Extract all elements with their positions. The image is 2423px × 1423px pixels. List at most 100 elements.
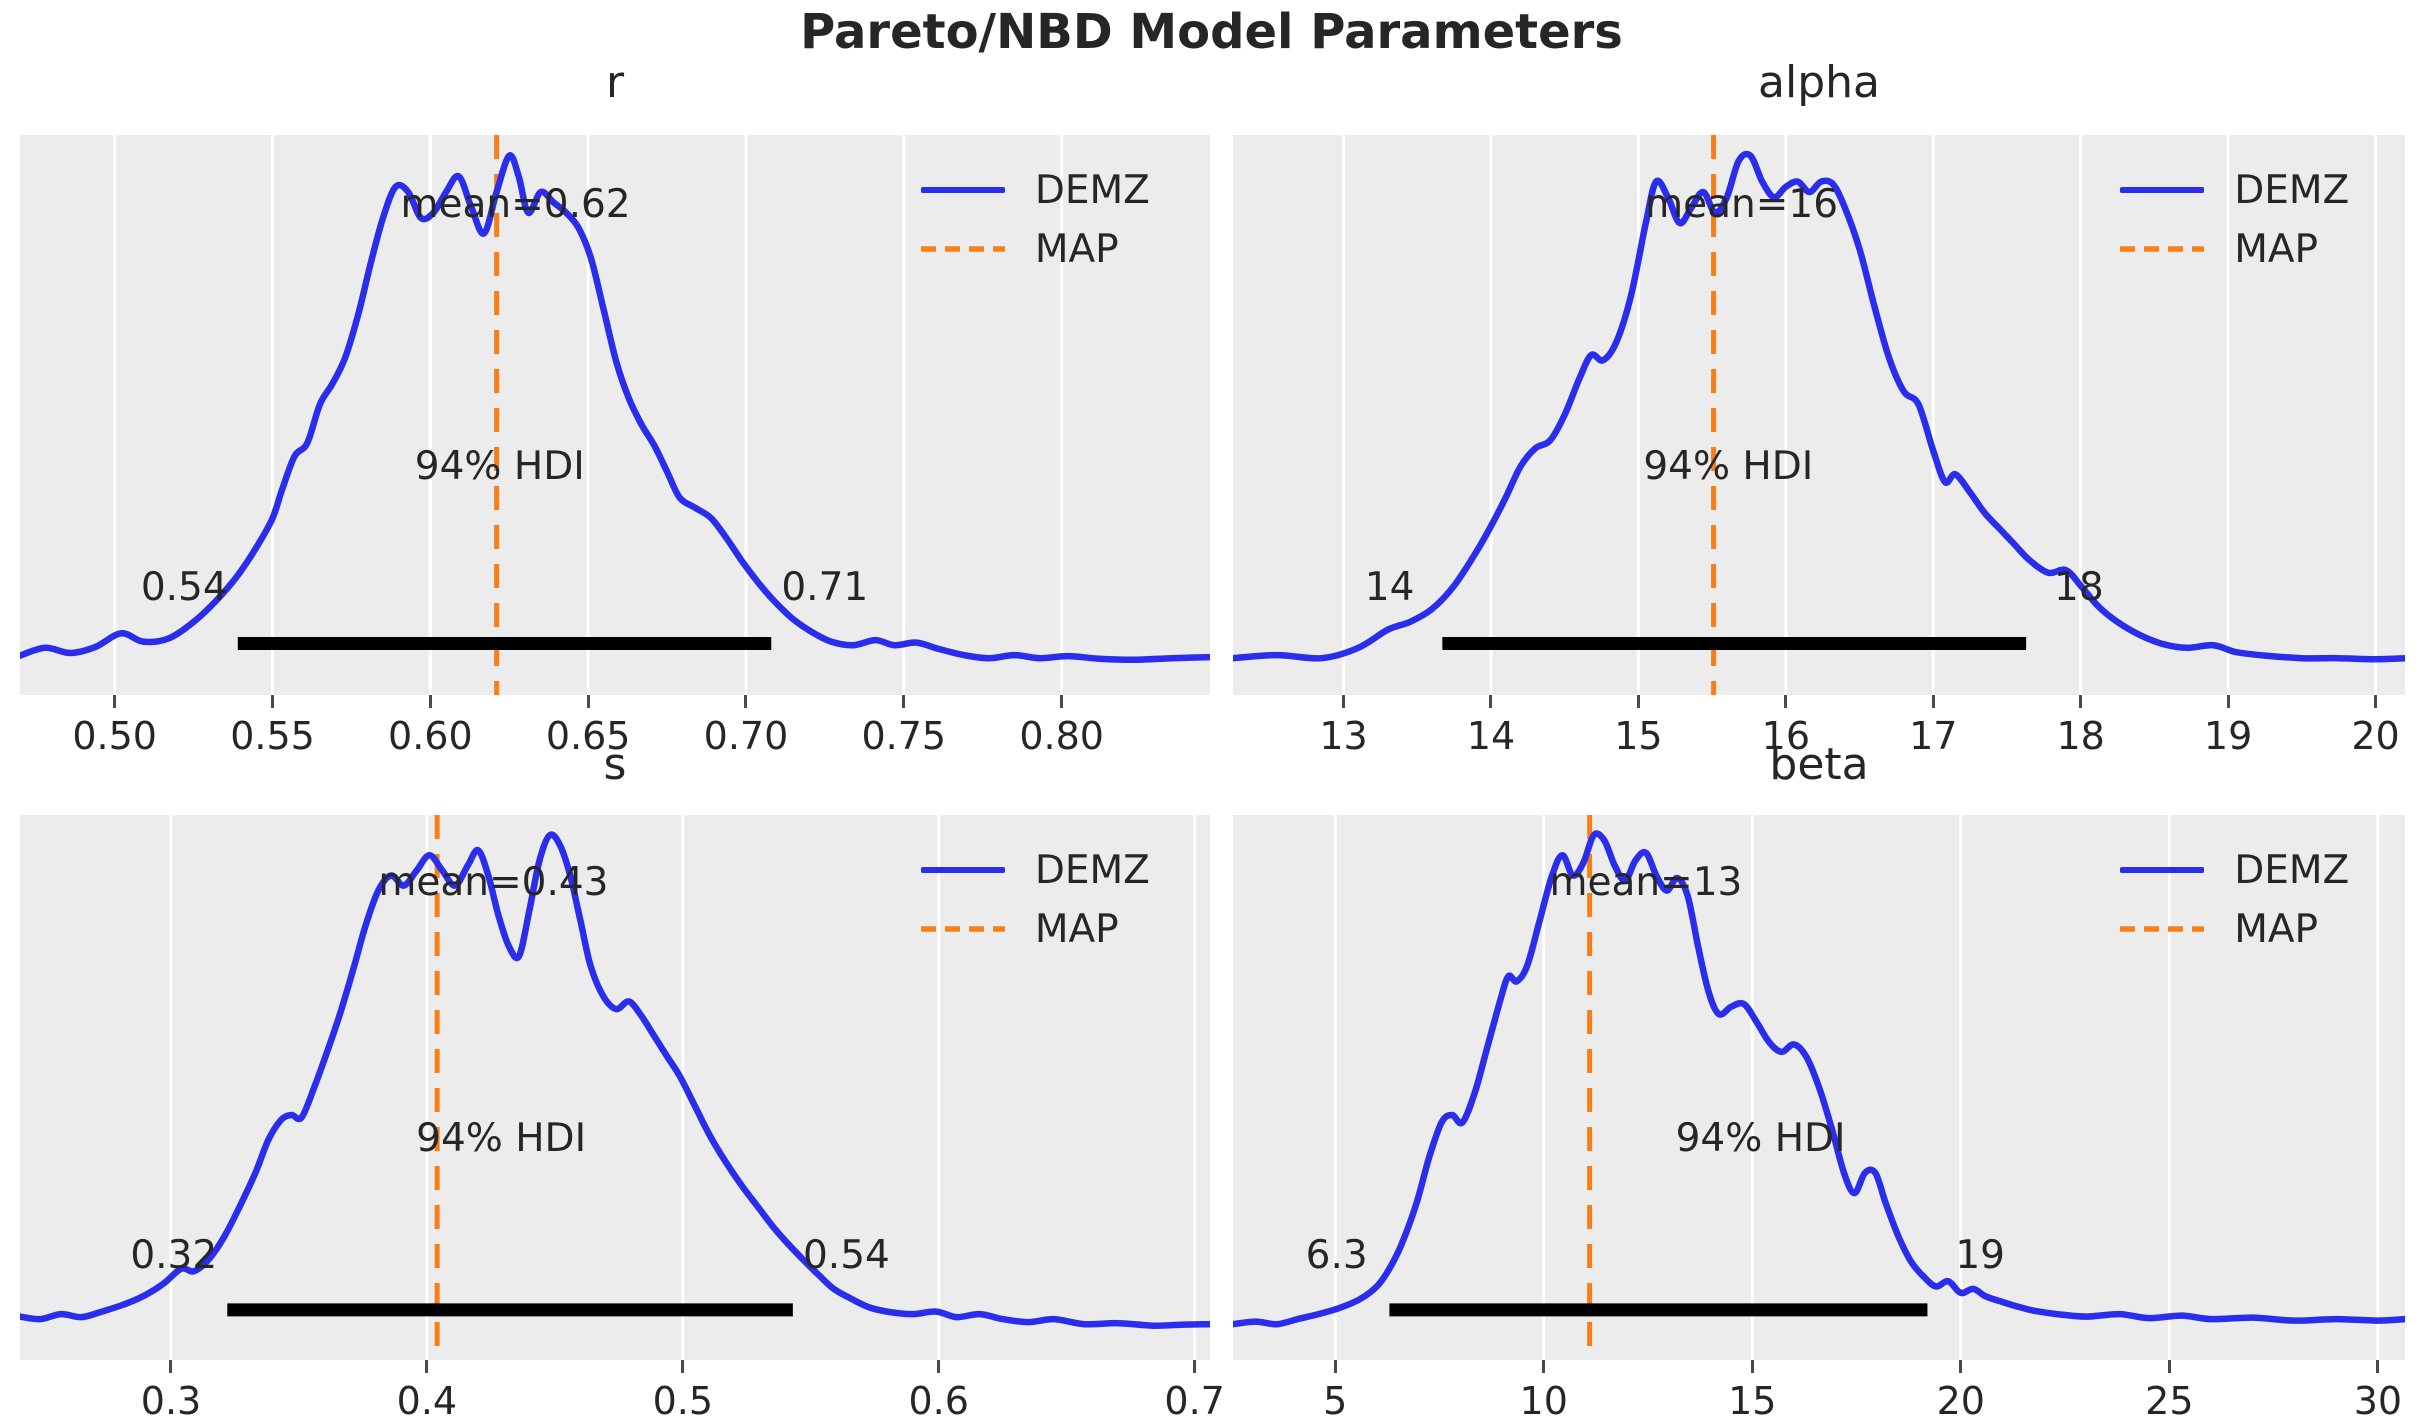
x-tick-label: 0.50 xyxy=(72,714,157,758)
x-tick-mark xyxy=(428,695,432,708)
x-tick-mark xyxy=(2374,695,2378,708)
mean-label: mean=0.43 xyxy=(378,860,609,906)
legend-label-map: MAP xyxy=(1034,226,1119,272)
subplot-title: alpha xyxy=(1758,57,1880,108)
hdi-upper-label: 19 xyxy=(1955,1233,2005,1279)
hdi-lower-label: 0.32 xyxy=(130,1233,218,1279)
legend-label-demz: DEMZ xyxy=(1034,847,1150,893)
density-plot-svg xyxy=(20,815,1210,1360)
x-tick-mark xyxy=(1193,1360,1197,1373)
x-tick-label: 20 xyxy=(2351,714,2400,758)
legend-entry-demz: DEMZ xyxy=(2120,166,2349,214)
density-plot-svg xyxy=(1233,815,2405,1360)
x-tick-mark xyxy=(1060,695,1064,708)
x-tick-mark xyxy=(1333,1360,1337,1373)
kde-curve xyxy=(20,831,1210,1329)
x-tick-label: 30 xyxy=(2353,1379,2403,1423)
kde-curve xyxy=(20,152,1210,663)
legend-label-demz: DEMZ xyxy=(1034,167,1150,213)
x-tick-mark xyxy=(1636,695,1640,708)
legend-entry-map: MAP xyxy=(2120,905,2318,953)
x-tick-label: 0.70 xyxy=(703,714,789,758)
x-tick-label: 0.7 xyxy=(1164,1379,1225,1423)
x-tick-mark xyxy=(1342,695,1346,708)
subplot-r: r mean=0.62 94% HDI 0.54 0.71 DEMZ MAP 0… xyxy=(20,58,1210,758)
map-dashed-line-swatch-icon xyxy=(2120,926,2205,932)
x-tick-mark xyxy=(681,1360,685,1373)
x-tick-label: 15 xyxy=(1614,714,1663,758)
hdi-upper-label: 0.54 xyxy=(802,1233,890,1279)
x-tick-label: 0.75 xyxy=(861,714,947,758)
x-tick-mark xyxy=(937,1360,941,1373)
x-tick-mark xyxy=(2079,695,2083,708)
x-tick-label: 0.55 xyxy=(230,714,315,758)
hdi-text-label: 94% HDI xyxy=(1643,444,1814,490)
demz-line-swatch-icon xyxy=(920,867,1005,873)
hdi-text-label: 94% HDI xyxy=(414,444,585,490)
legend-label-demz: DEMZ xyxy=(2234,167,2350,213)
legend-entry-demz: DEMZ xyxy=(920,166,1150,214)
x-tick-label: 14 xyxy=(1466,714,1516,758)
x-tick-label: 25 xyxy=(2145,1379,2194,1423)
subplot-title: r xyxy=(605,57,625,108)
hdi-text-label: 94% HDI xyxy=(1675,1115,1846,1161)
hdi-lower-label: 0.54 xyxy=(140,565,228,611)
mean-label: mean=0.62 xyxy=(400,182,631,227)
kde-curve xyxy=(1233,830,2405,1328)
x-tick-mark xyxy=(1750,1360,1754,1373)
x-tick-mark xyxy=(586,695,590,708)
legend-entry-map: MAP xyxy=(920,905,1119,953)
x-tick-label: 13 xyxy=(1319,714,1368,758)
subplot-alpha: alpha mean=16 94% HDI 14 18 DEMZ MAP 13 1… xyxy=(1233,58,2405,758)
x-tick-label: 0.3 xyxy=(140,1379,202,1423)
kde-curve xyxy=(1233,150,2405,663)
legend-label-map: MAP xyxy=(2234,226,2319,272)
map-dashed-line-swatch-icon xyxy=(920,246,1005,252)
x-tick-mark xyxy=(902,695,906,708)
x-tick-mark xyxy=(1489,695,1493,708)
figure-title: Pareto/NBD Model Parameters xyxy=(800,4,1623,60)
mean-label: mean=16 xyxy=(1645,182,1839,227)
x-tick-mark xyxy=(169,1360,173,1373)
demz-line-swatch-icon xyxy=(2120,867,2205,873)
subplot-title: beta xyxy=(1769,739,1869,790)
map-dashed-line-swatch-icon xyxy=(2120,246,2205,252)
legend-label-map: MAP xyxy=(1034,906,1119,952)
x-tick-mark xyxy=(1784,695,1788,708)
demz-line-swatch-icon xyxy=(920,187,1005,193)
hdi-text-label: 94% HDI xyxy=(416,1115,587,1161)
subplot-beta: beta mean=13 94% HDI 6.3 19 DEMZ MAP 5 10… xyxy=(1233,740,2405,1423)
hdi-upper-label: 18 xyxy=(2054,565,2104,611)
subplot-title: s xyxy=(603,739,627,790)
hdi-upper-label: 0.71 xyxy=(781,565,869,611)
legend-entry-map: MAP xyxy=(2120,225,2318,273)
x-tick-label: 5 xyxy=(1323,1379,1348,1423)
x-tick-label: 0.6 xyxy=(908,1379,969,1423)
x-tick-label: 19 xyxy=(2203,714,2253,758)
map-dashed-line-swatch-icon xyxy=(920,926,1005,932)
x-tick-label: 0.4 xyxy=(396,1379,458,1423)
density-plot-svg xyxy=(1233,135,2405,695)
x-tick-mark xyxy=(1542,1360,1546,1373)
x-tick-mark xyxy=(2226,695,2230,708)
legend-label-map: MAP xyxy=(2234,906,2319,952)
x-tick-label: 18 xyxy=(2056,714,2105,758)
x-tick-mark xyxy=(744,695,748,708)
x-tick-mark xyxy=(2167,1360,2171,1373)
hdi-lower-label: 6.3 xyxy=(1305,1233,1368,1279)
hdi-lower-label: 14 xyxy=(1364,565,1415,611)
x-tick-mark xyxy=(1931,695,1935,708)
x-tick-mark xyxy=(113,695,117,708)
legend-entry-map: MAP xyxy=(920,225,1119,273)
mean-label: mean=13 xyxy=(1549,860,1743,906)
legend-entry-demz: DEMZ xyxy=(2120,846,2349,894)
x-tick-mark xyxy=(1959,1360,1963,1373)
x-tick-label: 16 xyxy=(1761,714,1810,758)
x-tick-label: 0.5 xyxy=(652,1379,714,1423)
legend-entry-demz: DEMZ xyxy=(920,846,1150,894)
x-tick-mark xyxy=(271,695,275,708)
x-tick-mark xyxy=(425,1360,429,1373)
density-plot-svg xyxy=(20,135,1210,695)
x-tick-label: 15 xyxy=(1728,1379,1777,1423)
x-tick-label: 17 xyxy=(1909,714,1958,758)
